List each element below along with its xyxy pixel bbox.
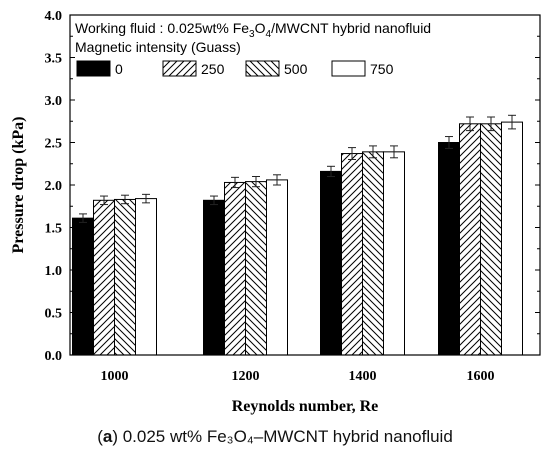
- caption-text: ) 0.025 wt% Fe₃O₄–MWCNT hybrid nanofluid: [112, 427, 453, 446]
- legend-label-750: 750: [370, 61, 394, 77]
- y-tick-label: 3.0: [45, 94, 63, 109]
- legend-label-250: 250: [201, 61, 225, 77]
- x-tick-label: 1000: [101, 369, 129, 384]
- legend: Working fluid : 0.025wt% Fe3O4/MWCNT hyb…: [75, 20, 431, 77]
- bar-250-1600: [459, 123, 481, 356]
- bar-750-1000: [135, 198, 157, 356]
- legend-swatch-500: [245, 60, 280, 77]
- legend-swatch-0: [76, 60, 111, 77]
- x-tick-label: 1600: [467, 369, 495, 384]
- bar-500-1600: [480, 123, 502, 356]
- caption-open-paren: (: [97, 427, 103, 446]
- x-axis-title: Reynolds number, Re: [232, 398, 379, 415]
- y-tick-label: 1.5: [45, 222, 63, 237]
- error-bars-layer: [79, 114, 516, 223]
- y-tick-label: 1.0: [45, 264, 63, 279]
- figure-caption: (a) 0.025 wt% Fe₃O₄–MWCNT hybrid nanoflu…: [0, 427, 550, 447]
- y-axis-title: Pressure drop (kPa): [10, 117, 27, 254]
- bar-0-1000: [72, 217, 94, 356]
- bar-250-1200: [224, 181, 246, 356]
- y-tick-label: 3.5: [45, 52, 63, 67]
- legend-title-working-fluid: Working fluid : 0.025wt% Fe3O4/MWCNT hyb…: [75, 20, 431, 40]
- legend-swatch-250: [162, 60, 197, 77]
- bar-500-1400: [362, 151, 384, 356]
- bar-750-1600: [501, 121, 523, 356]
- bar-0-1200: [203, 199, 225, 356]
- bar-0-1400: [320, 170, 342, 356]
- legend-label-500: 500: [284, 61, 308, 77]
- bar-250-1400: [341, 153, 363, 356]
- bar-250-1000: [93, 199, 115, 356]
- x-tick-label: 1400: [349, 369, 377, 384]
- bar-750-1200: [266, 179, 288, 356]
- x-tick-label: 1200: [232, 369, 260, 384]
- y-tick-label: 2.0: [45, 179, 63, 194]
- y-tick-label: 0.0: [45, 349, 63, 364]
- bars-layer: [72, 121, 523, 356]
- bar-500-1000: [114, 198, 136, 356]
- legend-label-0: 0: [115, 61, 123, 77]
- caption-letter: a: [102, 427, 113, 446]
- bar-500-1200: [245, 181, 267, 356]
- axes-layer: 0.0 0.5 1.0 1.5 2.0 2.5 3.0 3.5 4.0 1000 1200 1400 1…: [10, 9, 541, 415]
- legend-swatch-750: [331, 60, 366, 77]
- y-tick-label: 4.0: [45, 9, 63, 24]
- legend-title-magnetic-intensity: Magnetic intensity (Guass): [75, 39, 241, 55]
- y-tick-label: 0.5: [45, 307, 63, 322]
- y-tick-label: 2.5: [45, 137, 63, 152]
- bar-0-1600: [438, 142, 460, 356]
- bar-750-1400: [383, 151, 405, 356]
